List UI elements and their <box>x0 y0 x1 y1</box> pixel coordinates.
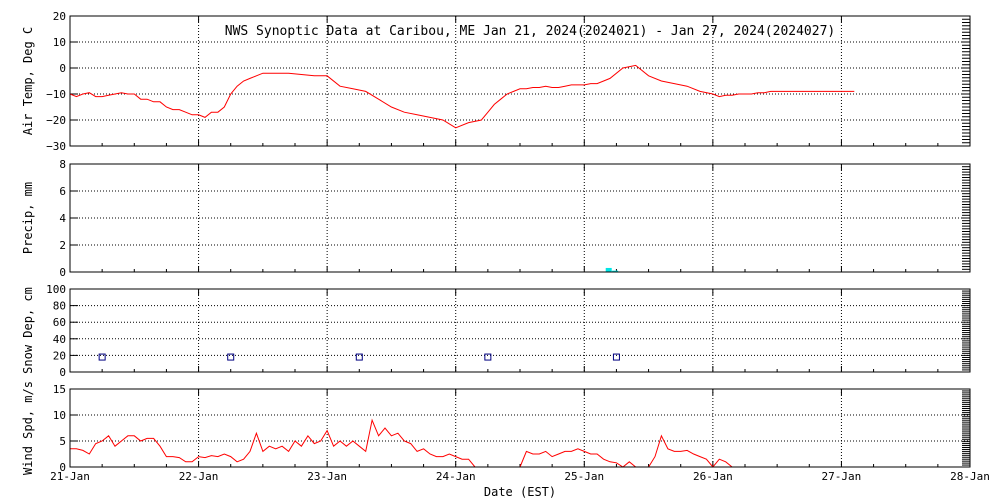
y-axis-title: Precip, mm <box>21 182 35 254</box>
wind-speed-line <box>519 434 733 468</box>
x-tick-label: 24-Jan <box>436 470 476 483</box>
y-tick-label: 20 <box>53 10 66 23</box>
panel-frame <box>69 288 971 373</box>
y-tick-label: −30 <box>46 140 66 153</box>
y-tick-label: −20 <box>46 114 66 127</box>
y-tick-label: 6 <box>59 185 66 198</box>
chart-title: NWS Synoptic Data at Caribou, ME Jan 21,… <box>225 24 835 39</box>
y-tick-label: 0 <box>59 366 66 379</box>
panel-snow-depth: 100 80 60 40 20 0 Snow Dep, cm <box>21 283 971 379</box>
y-tick-label: 2 <box>59 239 66 252</box>
y-tick-label: 20 <box>53 349 66 362</box>
y-tick-label: 0 <box>59 461 66 474</box>
y-axis-title: Snow Dep, cm <box>21 287 35 374</box>
x-axis-title: Date (EST) <box>484 485 556 499</box>
snow-depth-marker <box>227 353 235 361</box>
y-tick-label: 100 <box>46 283 66 296</box>
air-temp-line <box>69 64 855 129</box>
y-tick-label: 0 <box>59 266 66 279</box>
panel-wind-speed: 15 10 5 0 Wind Spd, m/s 21-Jan 22-Jan 23-Jan 24-… <box>21 381 990 483</box>
y-tick-label: 10 <box>53 36 66 49</box>
x-tick-label: 27-Jan <box>822 470 862 483</box>
panel-frame <box>69 163 971 273</box>
y-axis-title: Wind Spd, m/s <box>21 381 35 475</box>
snow-depth-marker <box>355 353 363 361</box>
y-axis-title: Air Temp, Deg C <box>21 27 35 135</box>
panel-frame <box>69 15 971 147</box>
panel-frame <box>69 388 971 468</box>
snow-depth-marker <box>612 353 620 361</box>
precip-bar <box>612 270 619 272</box>
panel-precip: 8 6 4 2 0 Precip, mm <box>21 158 971 279</box>
panel-air-temp: 20 10 0 −10 −20 −30 Air Temp, Deg C <box>21 10 971 153</box>
precip-bar <box>605 267 612 272</box>
y-tick-label: −10 <box>46 88 66 101</box>
x-tick-label: 22-Jan <box>179 470 219 483</box>
x-tick-label: 23-Jan <box>307 470 347 483</box>
x-tick-label: 21-Jan <box>50 470 90 483</box>
snow-depth-marker <box>484 353 492 361</box>
y-tick-label: 10 <box>53 409 66 422</box>
y-tick-label: 40 <box>53 333 66 346</box>
snow-depth-marker <box>98 353 106 361</box>
y-tick-label: 8 <box>59 158 66 171</box>
y-tick-label: 80 <box>53 300 66 313</box>
y-tick-label: 0 <box>59 62 66 75</box>
wind-speed-line <box>70 418 476 468</box>
x-tick-label: 25-Jan <box>564 470 604 483</box>
y-tick-label: 15 <box>53 383 66 396</box>
x-tick-label: 28-Jan <box>950 470 990 483</box>
y-tick-label: 60 <box>53 316 66 329</box>
x-tick-label: 26-Jan <box>693 470 733 483</box>
y-tick-label: 4 <box>59 212 66 225</box>
y-tick-label: 5 <box>59 435 66 448</box>
